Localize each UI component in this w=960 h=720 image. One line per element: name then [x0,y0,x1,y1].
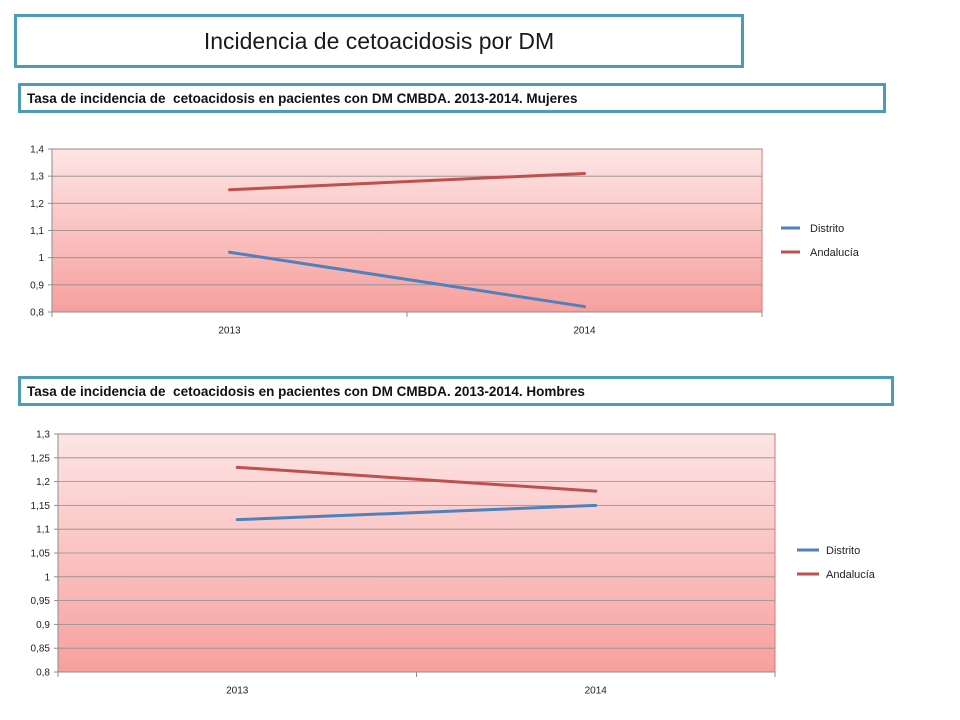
y-tick-label: 1,25 [31,453,51,464]
y-tick-label: 0,8 [36,668,50,679]
data-point-distrito [235,518,239,522]
x-tick-label: 2014 [573,326,596,337]
y-tick-label: 1,1 [36,525,50,536]
data-point-andalucia [228,188,231,192]
x-tick-label: 2013 [218,326,241,337]
series-line-andalucia [237,465,596,493]
y-tick-label: 1,15 [31,501,51,512]
legend-label-distrito: Distrito [810,223,844,235]
data-point-distrito [583,305,586,309]
data-point-andalucia [583,171,586,175]
chart-hombres-header: Tasa de incidencia de cetoacidosis en pa… [18,376,894,406]
slide-title-box: Incidencia de cetoacidosis por DM [14,14,744,68]
chart-hombres: 0,8 0,85 0,9 0,95 1 1,05 1,1 1,15 1,2 1,25 1,3 2013… [31,430,876,697]
chart-hombres-title: Tasa de incidencia de cetoacidosis en pa… [27,383,585,399]
legend-label-andalucia: Andalucía [826,569,876,581]
y-tick-label: 0,95 [31,596,51,607]
data-point-andalucia [594,489,598,493]
y-tick-label: 0,85 [31,644,51,655]
y-tick-label: 1,05 [31,549,51,560]
chart-mujeres: 0,8 0,9 1 1,1 1,2 1,3 1,4 2013 2014 Distrito Andal… [30,145,860,337]
y-tick-label: 1,3 [36,430,50,441]
y-tick-label: 1,2 [30,199,44,210]
y-tick-label: 1,3 [30,172,44,183]
series-line-distrito [237,503,596,522]
y-tick-label: 1,4 [30,145,44,156]
y-tick-label: 1,2 [36,477,50,488]
data-point-andalucia [235,465,239,469]
y-tick-label: 0,9 [36,620,50,631]
series-line-distrito [229,250,585,309]
series-line-andalucia [229,171,585,192]
data-point-distrito [594,503,598,507]
legend-label-distrito: Distrito [826,545,860,557]
chart-mujeres-title: Tasa de incidencia de cetoacidosis en pa… [27,90,578,106]
x-tick-label: 2013 [226,686,249,697]
y-tick-label: 1 [38,253,44,264]
data-point-distrito [228,250,231,254]
slide-title: Incidencia de cetoacidosis por DM [203,27,555,54]
y-tick-label: 1,1 [30,226,44,237]
y-tick-label: 0,9 [30,280,44,291]
legend-label-andalucia: Andalucía [810,247,860,259]
y-tick-label: 0,8 [30,308,44,319]
x-tick-label: 2014 [585,686,608,697]
y-tick-label: 1 [44,572,50,583]
chart-mujeres-header: Tasa de incidencia de cetoacidosis en pa… [18,83,886,113]
